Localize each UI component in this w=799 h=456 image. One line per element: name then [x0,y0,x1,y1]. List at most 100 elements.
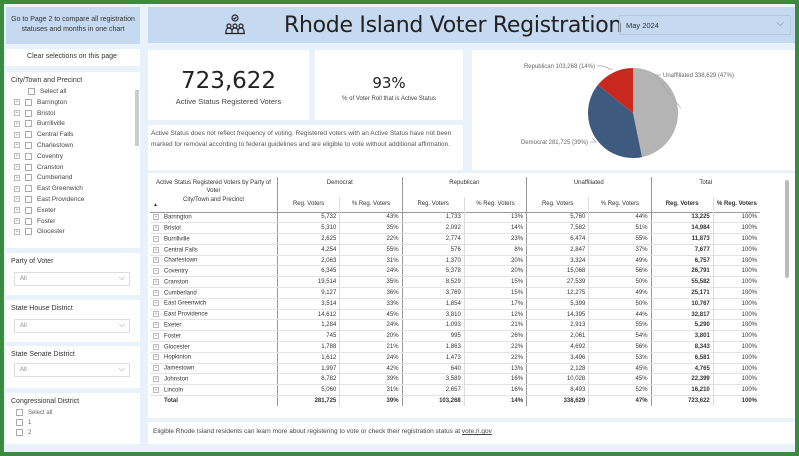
expand-icon[interactable]: + [153,332,159,339]
expand-icon[interactable]: + [153,343,159,350]
expand-icon[interactable]: + [153,246,159,253]
city-checkbox-item[interactable]: + Central Falls [14,131,74,139]
checkbox-icon [25,141,32,149]
pie-slice-democrat[interactable] [588,84,642,158]
value-cell: 4,765 [651,363,714,375]
sub-header[interactable]: % Reg. Voters [464,197,528,212]
expand-icon[interactable]: + [153,278,159,285]
value-cell: 50% [588,298,652,310]
expand-icon[interactable]: + [14,207,20,214]
value-cell: 56% [588,265,652,278]
slicer-scrollbar[interactable] [135,90,139,146]
value-cell: 55% [588,233,652,245]
value-cell: 21% [339,341,403,353]
expand-icon[interactable]: + [14,174,20,181]
district-1-checkbox[interactable]: 1 [16,419,52,429]
sub-header[interactable]: Reg. Voters [402,197,465,212]
expand-icon[interactable]: + [153,289,159,296]
value-cell: 995 [402,330,465,343]
house-dropdown[interactable]: All ⌵ [14,319,130,333]
checkbox-icon [25,195,32,203]
value-cell: 20% [464,265,528,278]
value-cell: 2,092 [402,222,465,235]
expand-icon[interactable]: + [153,224,159,231]
expand-icon[interactable]: + [14,185,20,192]
select-all-checkbox[interactable]: Select all [14,88,84,99]
city-checkbox-item[interactable]: + East Providence [14,195,85,204]
expand-icon[interactable]: + [153,322,159,329]
value-cell: 5,399 [526,298,590,310]
sub-header[interactable]: Reg. Voters [277,197,341,212]
pie-slice-unaffiliated[interactable] [633,68,679,158]
checkbox-icon [25,163,32,171]
value-cell: 36% [339,287,403,299]
checkbox-icon [25,217,32,225]
senate-dropdown[interactable]: All ⌵ [14,363,130,377]
expand-icon[interactable]: + [14,131,20,138]
party-dropdown[interactable]: All ⌵ [14,272,130,286]
expand-icon[interactable]: + [153,268,159,275]
value-cell: 31% [339,384,403,397]
city-cell: + Lincoln [150,384,279,397]
pie-slice-republican[interactable] [597,68,633,113]
expand-icon[interactable]: + [153,214,159,221]
sub-header[interactable]: Reg. Voters [651,197,714,212]
row-header[interactable]: City/Town and Precinct ▲ [150,197,279,212]
sub-header[interactable]: % Reg. Voters [716,201,757,208]
city-checkbox-item[interactable]: + Coventry [14,152,64,160]
city-checkbox-item[interactable]: + Burrillville [14,120,65,128]
expand-icon[interactable]: + [14,142,20,149]
expand-icon[interactable]: + [14,228,20,235]
table-scrollbar[interactable] [785,180,789,278]
expand-icon[interactable]: + [153,300,159,307]
expand-icon[interactable]: + [14,153,20,160]
city-cell: + Barrington [150,212,279,224]
city-checkbox-item[interactable]: + Cumberland [14,174,73,182]
expand-icon[interactable]: + [14,110,20,117]
expand-icon[interactable]: + [153,386,159,393]
city-checkbox-item[interactable]: + Glocester [14,228,65,236]
select-all-checkbox[interactable]: Select all [16,409,52,419]
value-cell: 26,791 [651,265,714,278]
expand-icon[interactable]: + [14,218,20,225]
expand-icon[interactable]: + [153,235,159,242]
month-dropdown[interactable]: May 2024 ⌵ [619,15,791,35]
value-cell: 55,582 [651,276,714,289]
city-checkbox-item[interactable]: + Cranston [14,163,64,171]
city-checkbox-item[interactable]: + Foster [14,217,56,225]
city-checkbox-item[interactable]: + Charlestown [14,141,74,150]
city-checkbox-item[interactable]: + East Greenwich [14,185,83,193]
value-cell: 7,677 [651,244,714,256]
leader-line [590,137,597,143]
expand-icon[interactable]: + [153,376,159,383]
value-cell: 1,612 [277,352,341,364]
city-checkbox-item[interactable]: + Barrington [14,98,67,107]
vote-ri-link[interactable]: vote.ri.gov [461,428,492,435]
value-cell: 39% [339,395,403,407]
expand-icon[interactable]: + [153,257,159,264]
page2-button[interactable]: Go to Page 2 to compare all registration… [6,7,140,44]
clear-selections-button[interactable]: Clear selections on this page [6,49,140,66]
sort-ascending-icon[interactable]: ▲ [153,202,158,208]
expand-icon[interactable]: + [14,99,20,106]
expand-icon[interactable]: + [14,196,20,203]
value-cell: 22% [464,352,528,364]
city-checkbox-item[interactable]: + Bristol [14,109,56,117]
expand-icon[interactable]: + [14,164,20,171]
value-cell: 8,343 [651,341,714,353]
value-cell: 17% [464,298,528,310]
sub-header[interactable]: Reg. Voters [526,197,590,212]
active-voters-value: 723,622 [180,68,277,94]
expand-icon[interactable]: + [153,365,159,372]
value-cell: 33% [339,298,403,310]
sub-header[interactable]: % Reg. Voters [588,197,652,212]
expand-icon[interactable]: + [14,120,20,127]
value-cell: 100% [713,244,760,256]
expand-icon[interactable]: + [153,311,159,318]
expand-icon[interactable]: + [153,354,159,361]
city-checkbox-item[interactable]: + Exeter [14,206,56,214]
district-2-checkbox[interactable]: 2 [16,429,52,439]
value-cell: 6,474 [526,233,590,245]
sub-header[interactable]: % Reg. Voters [339,197,403,212]
